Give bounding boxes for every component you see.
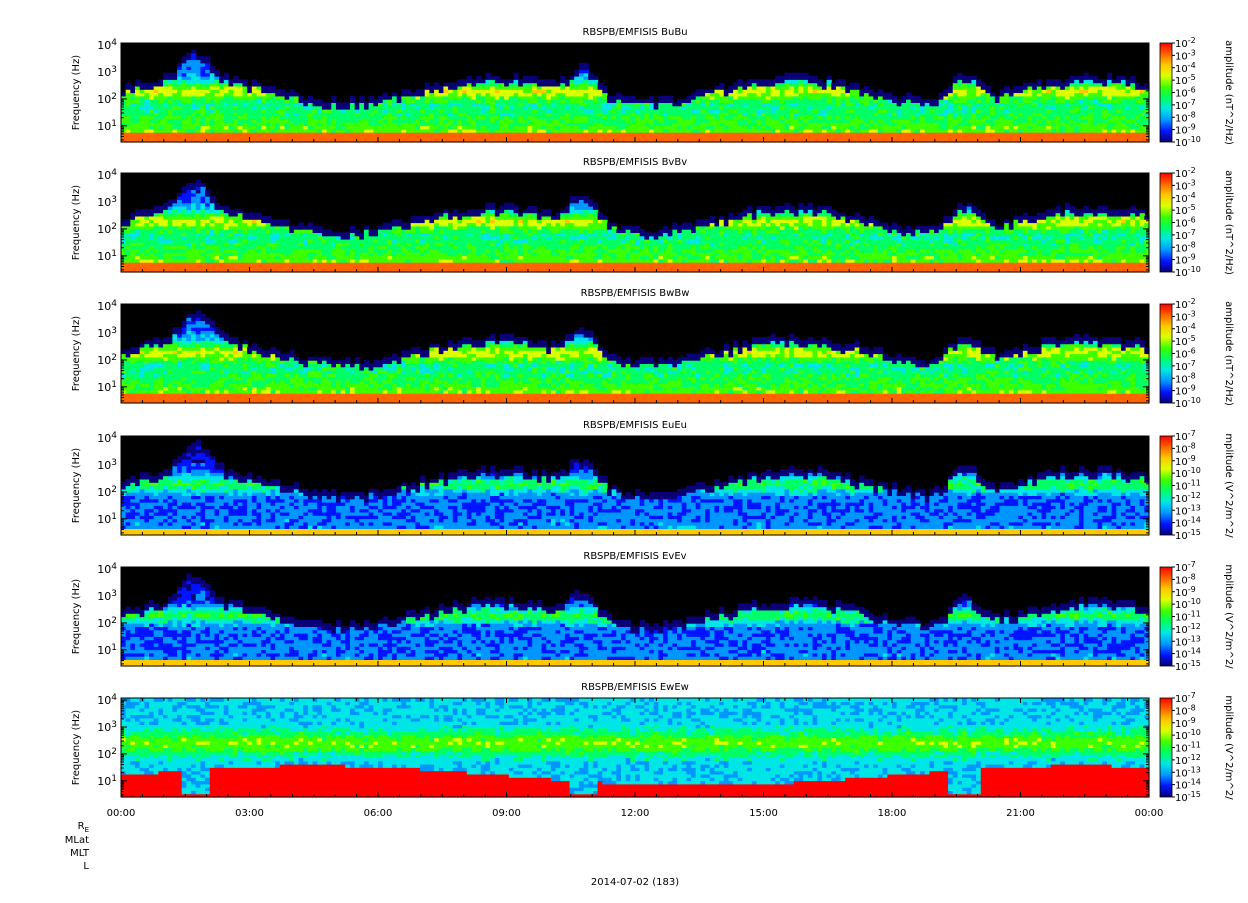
colorbar-label: mplitude (V^2/m^2/	[1223, 433, 1234, 538]
x-tick-label: 12:00	[621, 808, 650, 819]
y-tick-label: 104	[97, 168, 117, 182]
y-axis-label: Frequency (Hz)	[71, 710, 82, 786]
colorbar-label: mplitude (V^2/m^2/	[1223, 564, 1234, 669]
y-axis-label: Frequency (Hz)	[71, 55, 82, 131]
x-tick-label: 15:00	[749, 808, 778, 819]
y-tick-label: 101	[97, 249, 117, 263]
y-tick-label: 102	[97, 485, 117, 499]
colorbar-label: amplitude (nT^2/Hz)	[1223, 170, 1234, 275]
x-tick-label: 00:00	[1135, 808, 1164, 819]
spectrogram-panel-5: RBSPB/EMFISIS EvEv 101 102 103 104 Frequency …	[71, 551, 1234, 673]
spectrogram-panel-3: RBSPB/EMFISIS BwBw 101 102 103 104 Frequency …	[71, 288, 1234, 410]
y-tick-label: 102	[97, 616, 117, 630]
y-tick-label: 102	[97, 92, 117, 106]
y-tick-label: 104	[97, 562, 117, 576]
colorbar	[1160, 304, 1172, 403]
y-tick-label: 103	[97, 720, 117, 734]
colorbar	[1160, 567, 1172, 666]
panel-title: RBSPB/EMFISIS BvBv	[583, 157, 687, 168]
ephemeris-label: MLat	[65, 835, 89, 846]
y-tick-label: 103	[97, 458, 117, 472]
y-axis-label: Frequency (Hz)	[71, 185, 82, 261]
ephemeris-label: RE	[78, 821, 89, 834]
y-tick-label: 103	[97, 195, 117, 209]
panel-title: RBSPB/EMFISIS EvEv	[583, 551, 686, 562]
date-label: 2014-07-02 (183)	[591, 877, 679, 888]
y-axis-label: Frequency (Hz)	[71, 316, 82, 392]
y-tick-label: 102	[97, 222, 117, 236]
colorbar-tick-label: 10-10	[1175, 265, 1201, 279]
y-tick-label: 104	[97, 693, 117, 707]
panel-title: RBSPB/EMFISIS EuEu	[583, 420, 687, 431]
colorbar	[1160, 698, 1172, 797]
y-tick-label: 101	[97, 119, 117, 133]
y-axis-label: Frequency (Hz)	[71, 579, 82, 655]
y-tick-label: 102	[97, 353, 117, 367]
colorbar	[1160, 173, 1172, 272]
x-tick-label: 06:00	[364, 808, 393, 819]
y-tick-label: 104	[97, 431, 117, 445]
y-tick-label: 101	[97, 512, 117, 526]
ephemeris-label: MLT	[70, 848, 90, 859]
colorbar-label: amplitude (nT^2/Hz)	[1223, 40, 1234, 145]
y-tick-label: 103	[97, 326, 117, 340]
colorbar-tick-label: 10-15	[1175, 659, 1201, 673]
x-tick-label: 03:00	[235, 808, 264, 819]
y-tick-label: 102	[97, 747, 117, 761]
y-tick-label: 104	[97, 299, 117, 313]
spectrogram-panel-4: RBSPB/EMFISIS EuEu 101 102 103 104 Frequency …	[71, 420, 1234, 542]
colorbar-label: amplitude (nT^2/Hz)	[1223, 301, 1234, 406]
spectrogram-panel-2: RBSPB/EMFISIS BvBv 101 102 103 104 Frequency …	[71, 157, 1234, 279]
panel-title: RBSPB/EMFISIS BwBw	[581, 288, 690, 299]
colorbar-tick-label: 10-15	[1175, 790, 1201, 804]
colorbar-tick-label: 10-10	[1175, 396, 1201, 410]
x-tick-label: 21:00	[1006, 808, 1035, 819]
x-tick-label: 09:00	[492, 808, 521, 819]
y-tick-label: 104	[97, 38, 117, 52]
y-tick-label: 101	[97, 380, 117, 394]
y-tick-label: 101	[97, 774, 117, 788]
x-tick-label: 00:00	[107, 808, 136, 819]
colorbar	[1160, 43, 1172, 142]
y-tick-label: 103	[97, 589, 117, 603]
spectrogram-panel-6: RBSPB/EMFISIS EwEw 101 102 103 104 Frequency …	[71, 682, 1234, 819]
colorbar-tick-label: 10-10	[1175, 135, 1201, 149]
y-tick-label: 103	[97, 65, 117, 79]
spectrogram-panel-1: RBSPB/EMFISIS BuBu 101 102 103 104 Frequency …	[71, 27, 1234, 149]
colorbar-tick-label: 10-15	[1175, 528, 1201, 542]
colorbar	[1160, 436, 1172, 535]
panel-title: RBSPB/EMFISIS EwEw	[581, 682, 689, 693]
x-tick-label: 18:00	[878, 808, 907, 819]
colorbar-label: mplitude (V^2/m^2/	[1223, 695, 1234, 800]
panel-title: RBSPB/EMFISIS BuBu	[582, 27, 687, 38]
y-axis-label: Frequency (Hz)	[71, 448, 82, 524]
ephemeris-label: L	[83, 861, 89, 872]
y-tick-label: 101	[97, 643, 117, 657]
